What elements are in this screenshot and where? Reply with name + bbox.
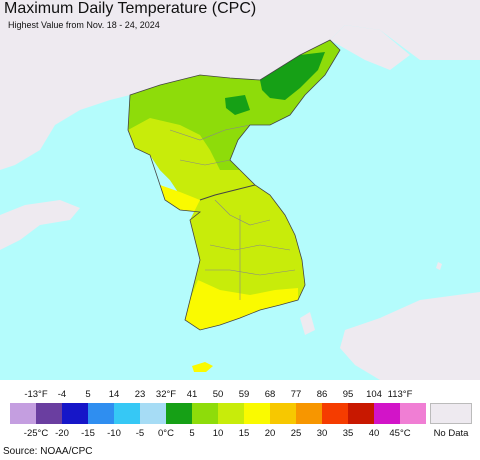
jeju-island	[192, 362, 213, 372]
legend-fahrenheit-label: 50	[212, 389, 224, 400]
legend-fahrenheit-label: 104	[366, 389, 382, 400]
legend-celsius-label: 5	[189, 428, 195, 439]
legend-swatch	[62, 403, 88, 424]
legend-swatch	[10, 403, 36, 424]
legend-swatch	[88, 403, 114, 424]
legend-fahrenheit-label: 41	[186, 389, 198, 400]
legend-swatch	[140, 403, 166, 424]
legend-swatch	[400, 403, 426, 424]
legend-celsius-label: 35	[342, 428, 354, 439]
legend-fahrenheit-label: -13°F	[24, 389, 48, 400]
legend-swatch	[36, 403, 62, 424]
legend-fahrenheit-label: 59	[238, 389, 250, 400]
province-boundaries	[169, 124, 296, 300]
north-peak-region	[260, 52, 325, 100]
no-data-swatch	[430, 403, 472, 424]
legend-celsius-label: 30	[316, 428, 328, 439]
japan-tsushima	[300, 312, 315, 335]
japan-landmass	[340, 292, 480, 380]
legend-celsius-label: 40	[368, 428, 380, 439]
legend-celsius-label: -20	[55, 428, 69, 439]
legend-fahrenheit-label: 32°F	[155, 389, 177, 400]
legend-swatch	[322, 403, 348, 424]
legend-celsius-label: -15	[81, 428, 95, 439]
legend-fahrenheit-label: 68	[264, 389, 276, 400]
china-landmass	[0, 0, 480, 170]
legend-celsius-label: 10	[212, 428, 224, 439]
north-peak-small	[225, 95, 250, 115]
legend-fahrenheit-label: 113°F	[387, 389, 413, 400]
legend-swatch	[244, 403, 270, 424]
legend-swatch	[296, 403, 322, 424]
russia-landmass	[330, 25, 410, 70]
legend-fahrenheit-label: 77	[290, 389, 302, 400]
legend-swatch	[192, 403, 218, 424]
dmz-border	[199, 184, 256, 201]
legend-fahrenheit-label: 23	[134, 389, 146, 400]
north-korea-west-region	[128, 118, 255, 200]
legend-celsius-label: -5	[135, 428, 145, 439]
peninsula-coastline	[127, 39, 341, 331]
legend-celsius-label: -25°C	[23, 428, 49, 439]
shandong-peninsula	[0, 200, 80, 250]
legend-celsius-label: 0°C	[158, 428, 174, 439]
no-data-label: No Data	[433, 428, 469, 439]
legend-swatch	[348, 403, 374, 424]
temperature-map	[0, 0, 480, 380]
japan-north-island	[436, 262, 442, 270]
map-subtitle: Highest Value from Nov. 18 - 24, 2024	[8, 20, 160, 30]
south-korea-warm	[185, 280, 298, 330]
legend-swatch	[114, 403, 140, 424]
legend-fahrenheit-label: 86	[316, 389, 328, 400]
legend-celsius-label: 45°C	[389, 428, 411, 439]
legend-swatch	[166, 403, 192, 424]
legend-celsius-label: 25	[290, 428, 302, 439]
map-title: Maximum Daily Temperature (CPC)	[4, 0, 257, 17]
legend-swatch	[218, 403, 244, 424]
legend-celsius-label: 20	[264, 428, 276, 439]
legend-swatch	[374, 403, 400, 424]
legend-fahrenheit-label: 5	[85, 389, 91, 400]
legend-fahrenheit-label: -4	[57, 389, 67, 400]
source-label: Source: NOAA/CPC	[3, 446, 93, 457]
legend-fahrenheit-label: 95	[342, 389, 354, 400]
legend-swatch	[270, 403, 296, 424]
legend-fahrenheit-label: 14	[108, 389, 120, 400]
legend-celsius-label: 15	[238, 428, 250, 439]
legend-celsius-label: -10	[107, 428, 121, 439]
